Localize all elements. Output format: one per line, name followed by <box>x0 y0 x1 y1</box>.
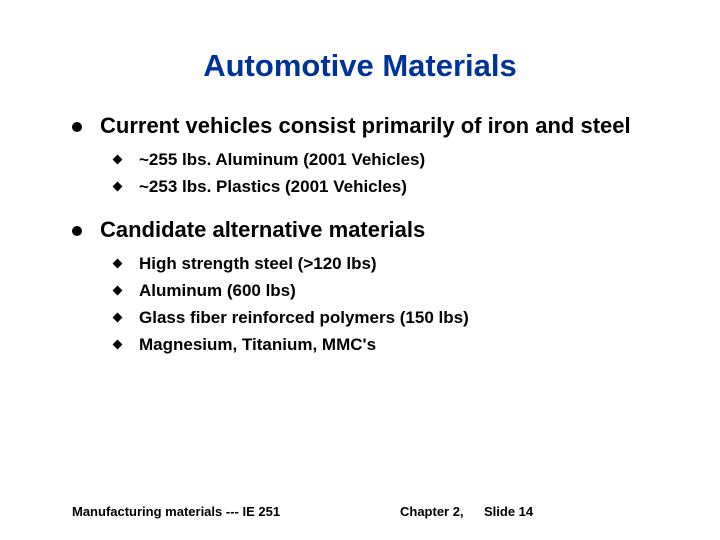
bullet-dot-icon <box>72 226 82 236</box>
bullet-diamond-icon <box>113 154 123 164</box>
sub-bullet-text: ~255 lbs. Aluminum (2001 Vehicles) <box>139 149 664 172</box>
sub-bullet-text: Aluminum (600 lbs) <box>139 280 664 303</box>
bullet-dot-icon <box>72 122 82 132</box>
sub-list: High strength steel (>120 lbs) Aluminum … <box>72 253 664 357</box>
bullet-diamond-icon <box>113 286 123 296</box>
sub-bullet-text: ~253 lbs. Plastics (2001 Vehicles) <box>139 176 664 199</box>
footer-chapter: Chapter 2, <box>400 504 464 519</box>
bullet-diamond-icon <box>113 339 123 349</box>
bullet-l2: ~253 lbs. Plastics (2001 Vehicles) <box>112 176 664 199</box>
slide-content: Current vehicles consist primarily of ir… <box>0 112 720 357</box>
bullet-diamond-icon <box>113 312 123 322</box>
sub-list: ~255 lbs. Aluminum (2001 Vehicles) ~253 … <box>72 149 664 199</box>
footer-slide-number: Slide 14 <box>484 504 533 519</box>
bullet-diamond-icon <box>113 181 123 191</box>
bullet-l1: Current vehicles consist primarily of ir… <box>72 112 664 141</box>
slide-title: Automotive Materials <box>0 0 720 112</box>
bullet-l1: Candidate alternative materials <box>72 216 664 245</box>
bullet-text: Current vehicles consist primarily of ir… <box>100 112 664 141</box>
slide: Automotive Materials Current vehicles co… <box>0 0 720 540</box>
bullet-diamond-icon <box>113 259 123 269</box>
bullet-l2: Glass fiber reinforced polymers (150 lbs… <box>112 307 664 330</box>
bullet-text: Candidate alternative materials <box>100 216 664 245</box>
bullet-l2: Magnesium, Titanium, MMC's <box>112 334 664 357</box>
bullet-l2: High strength steel (>120 lbs) <box>112 253 664 276</box>
sub-bullet-text: Glass fiber reinforced polymers (150 lbs… <box>139 307 664 330</box>
sub-bullet-text: Magnesium, Titanium, MMC's <box>139 334 664 357</box>
footer-left: Manufacturing materials --- IE 251 <box>72 504 280 519</box>
bullet-l2: ~255 lbs. Aluminum (2001 Vehicles) <box>112 149 664 172</box>
bullet-l2: Aluminum (600 lbs) <box>112 280 664 303</box>
sub-bullet-text: High strength steel (>120 lbs) <box>139 253 664 276</box>
title-text: Automotive Materials <box>203 48 517 83</box>
